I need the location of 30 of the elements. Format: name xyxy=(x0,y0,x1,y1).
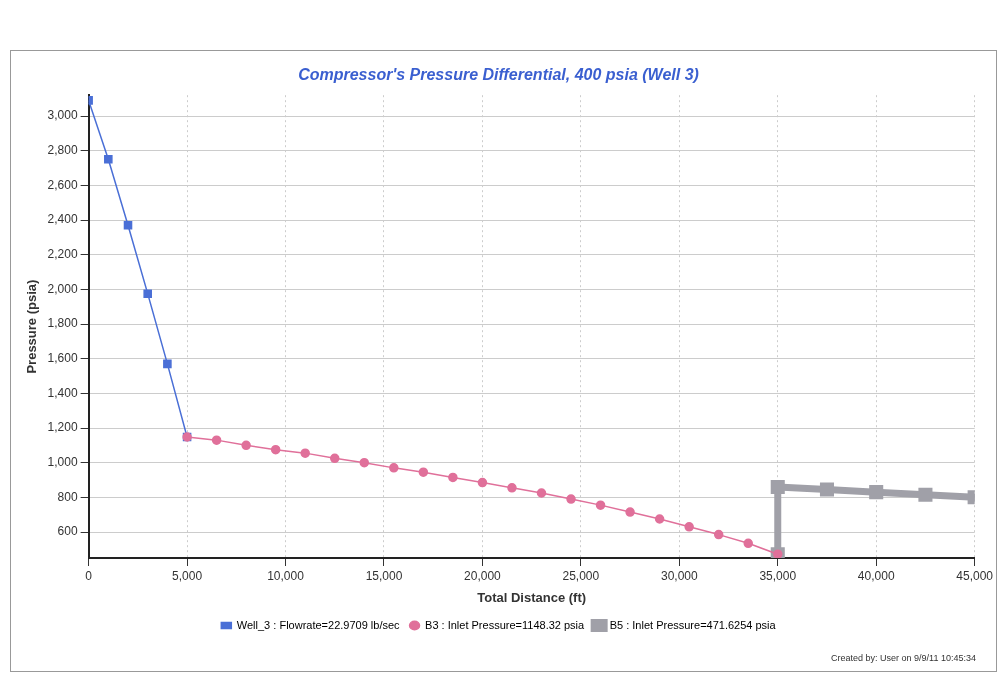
chart-title: Compressor's Pressure Differential, 400 psia (Well 3) xyxy=(298,66,699,84)
x-tick-label: 45,000 xyxy=(956,568,994,583)
y-tick-label: 1,400 xyxy=(47,385,78,400)
x-tick-label: 0 xyxy=(85,568,93,583)
y-tick-label: 2,600 xyxy=(47,177,78,192)
y-tick-label: 2,400 xyxy=(47,212,78,227)
legend-label: B3 : Inlet Pressure=1148.32 psia xyxy=(425,618,586,631)
x-tick-label: 5,000 xyxy=(172,568,203,583)
y-axis-title: Pressure (psia) xyxy=(24,279,40,374)
y-tick-label: 1,800 xyxy=(47,316,78,331)
legend-label: B5 : Inlet Pressure=471.6254 psia xyxy=(609,618,777,631)
x-axis-title: Total Distance (ft) xyxy=(477,589,587,605)
x-tick-label: 20,000 xyxy=(464,568,502,583)
y-tick-label: 1,000 xyxy=(47,454,78,469)
y-tick-label: 600 xyxy=(57,524,78,539)
x-tick-label: 40,000 xyxy=(857,568,895,583)
y-tick-label: 1,600 xyxy=(47,350,78,365)
x-tick-label: 35,000 xyxy=(759,568,797,583)
y-tick-label: 2,800 xyxy=(47,142,78,157)
x-tick-label: 30,000 xyxy=(660,568,698,583)
x-tick-label: 10,000 xyxy=(267,568,305,583)
legend-label: Well_3 : Flowrate=22.9709 lb/sec xyxy=(236,618,401,631)
x-tick-label: 25,000 xyxy=(562,568,600,583)
y-tick-label: 800 xyxy=(57,489,78,504)
text: Created by: User on 9/9/11 10:45:34 xyxy=(831,653,976,663)
y-tick-label: 2,000 xyxy=(47,281,78,296)
x-tick-label: 15,000 xyxy=(365,568,403,583)
y-tick-label: 2,200 xyxy=(47,246,78,261)
y-tick-label: 3,000 xyxy=(47,108,78,123)
y-tick-label: 1,200 xyxy=(47,420,78,435)
